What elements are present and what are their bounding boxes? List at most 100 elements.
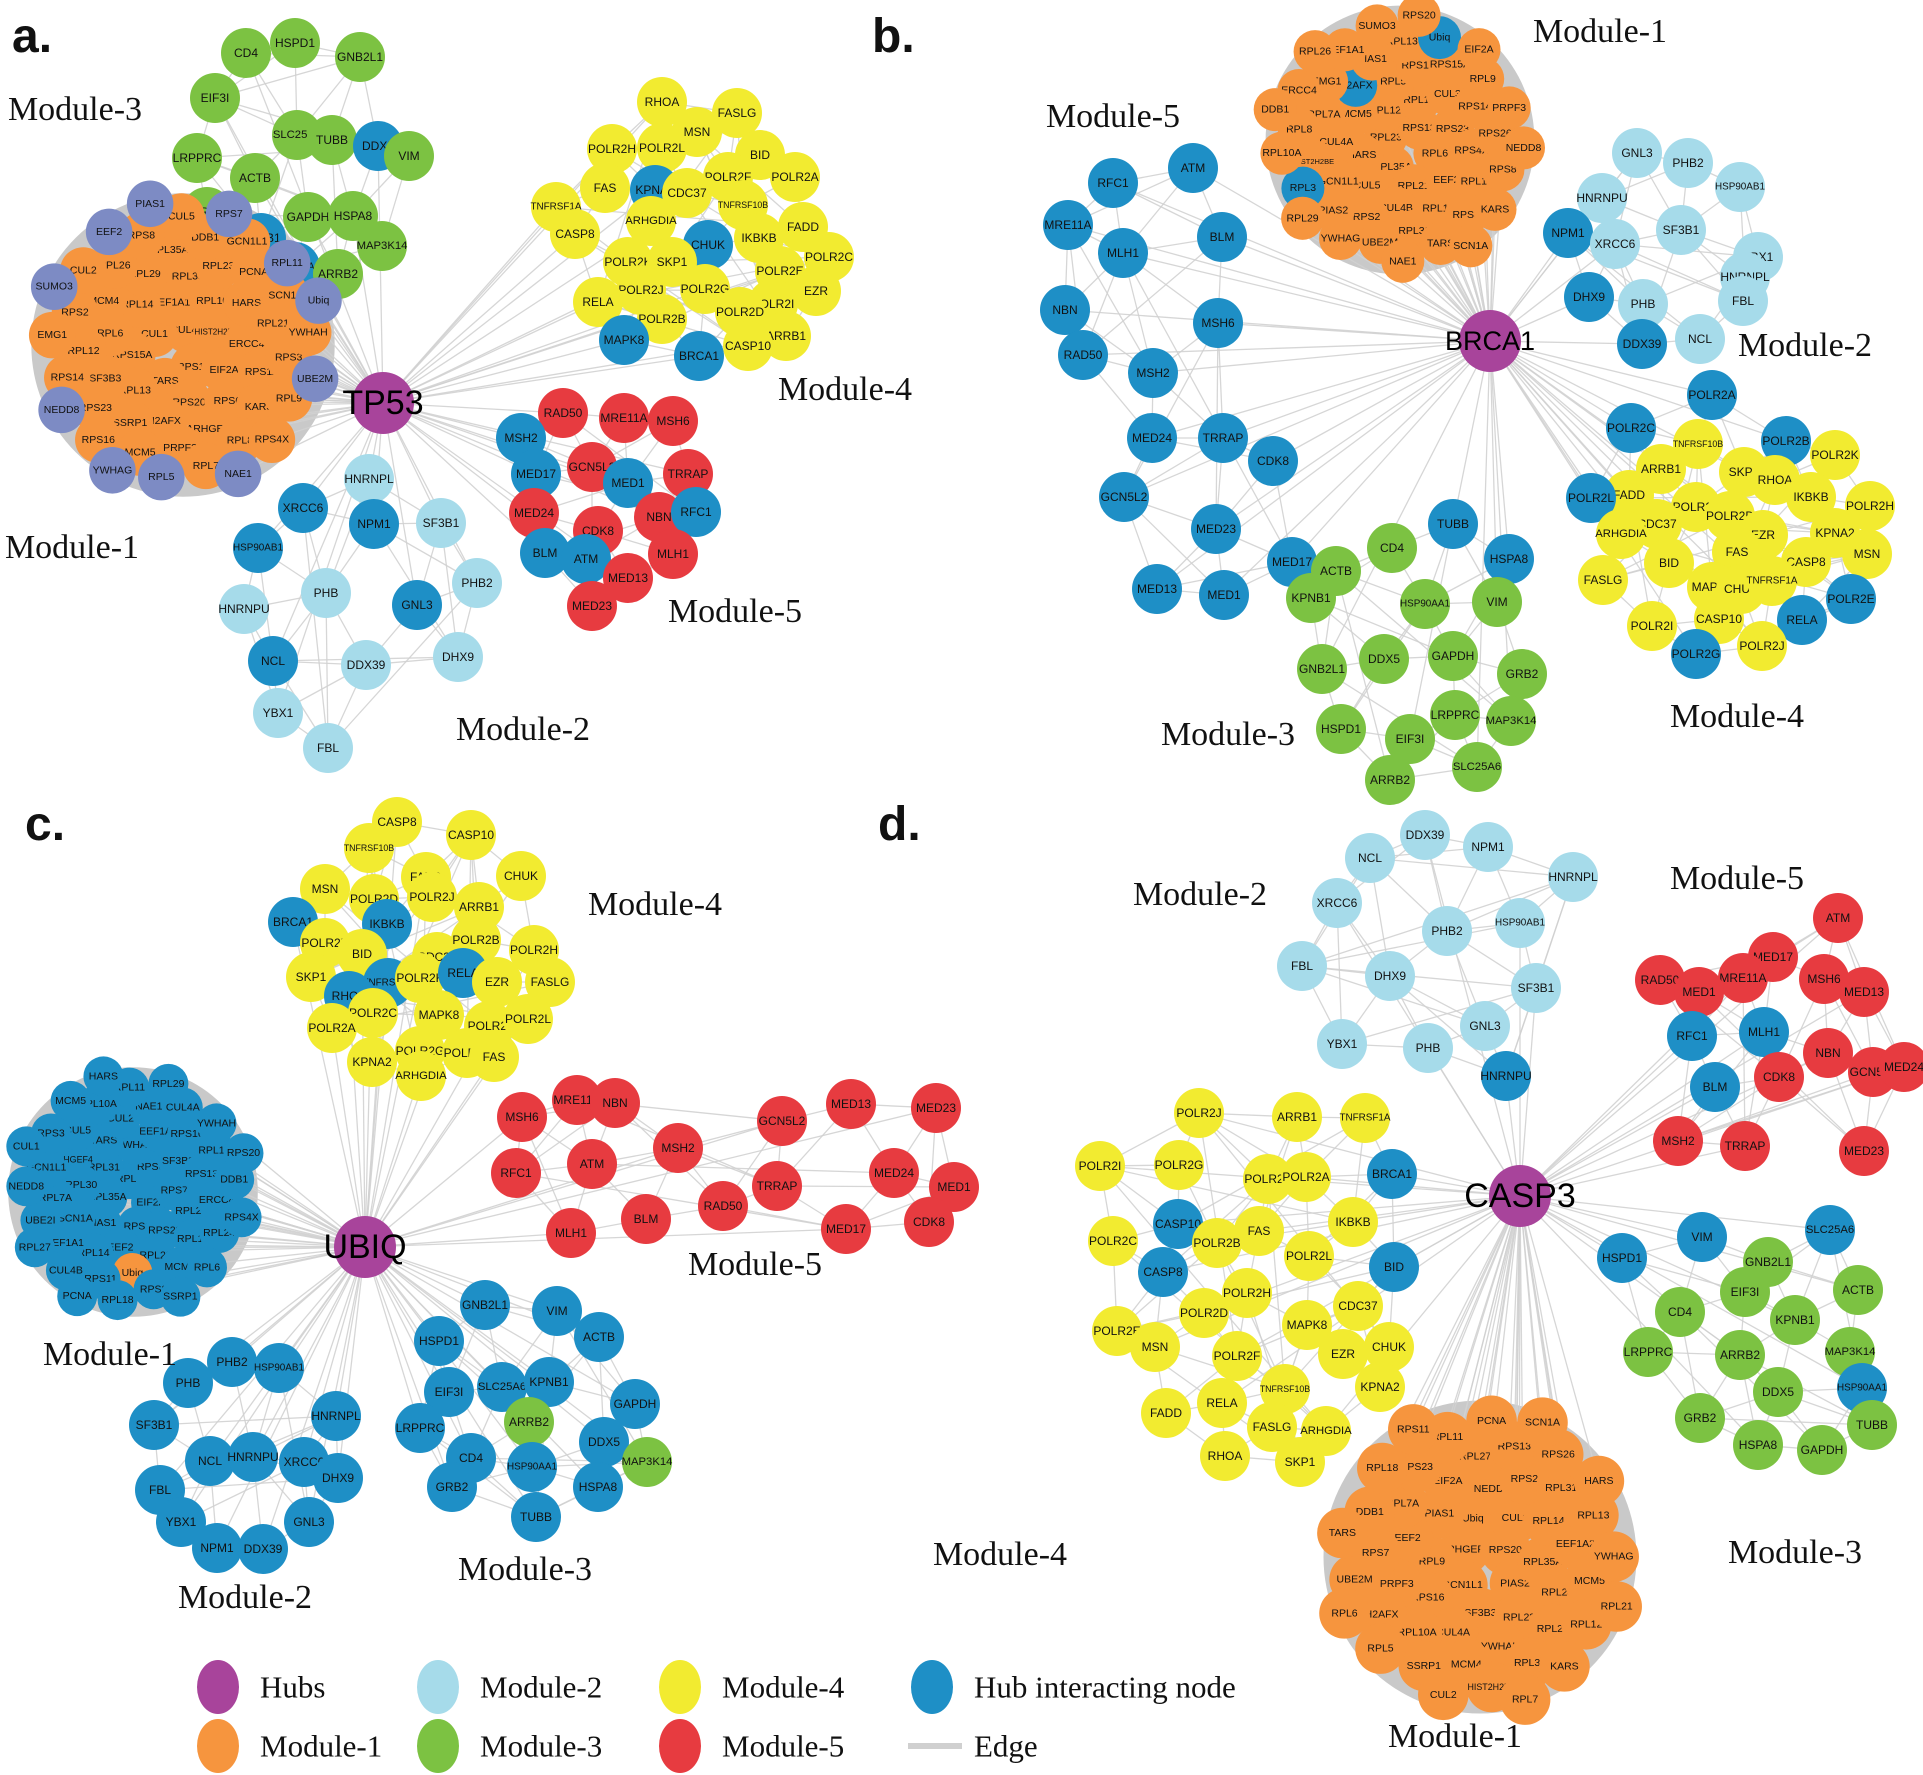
- node-EIF3I[interactable]: EIF3I: [1385, 714, 1435, 764]
- node-FAS[interactable]: FAS: [1712, 527, 1762, 577]
- node-POLR2J[interactable]: POLR2J: [1174, 1088, 1224, 1138]
- node-PCNA[interactable]: PCNA: [57, 1276, 98, 1317]
- node-PIAS1[interactable]: PIAS1: [126, 180, 174, 228]
- node-TUBB[interactable]: TUBB: [1428, 499, 1478, 549]
- node-HSP90AA1[interactable]: HSP90AA1: [507, 1442, 557, 1492]
- node-YWHAG[interactable]: YWHAG: [89, 447, 136, 494]
- node-RPL7[interactable]: RPL7: [1499, 1674, 1551, 1725]
- node-RPL5[interactable]: RPL5: [1355, 1623, 1406, 1674]
- node-PHB[interactable]: PHB: [1618, 279, 1668, 329]
- node-SLC25A6[interactable]: SLC25A6: [1452, 742, 1502, 792]
- node-HSP90AB1[interactable]: HSP90AB1: [254, 1343, 304, 1393]
- node-CDC37[interactable]: CDC37: [662, 168, 712, 218]
- node-GNL3[interactable]: GNL3: [1460, 1001, 1510, 1051]
- node-PHB2[interactable]: PHB2: [207, 1337, 257, 1387]
- node-HNRNPU[interactable]: HNRNPU: [1576, 173, 1628, 223]
- node-ARRB1[interactable]: ARRB1: [761, 311, 811, 361]
- node-CASP10[interactable]: CASP10: [446, 810, 496, 860]
- node-MED23[interactable]: MED23: [1839, 1126, 1889, 1176]
- node-RPS7[interactable]: RPS7: [205, 190, 253, 238]
- node-DHX9[interactable]: DHX9: [1564, 272, 1614, 322]
- node-GNB2L1[interactable]: GNB2L1: [460, 1280, 510, 1330]
- node-EIF2A[interactable]: EIF2A: [1457, 28, 1501, 72]
- node-POLR2H[interactable]: POLR2H: [1222, 1268, 1272, 1318]
- node-GAPDH[interactable]: GAPDH: [1797, 1425, 1847, 1475]
- node-POLR2A[interactable]: POLR2A: [770, 152, 820, 202]
- node-RFC1[interactable]: RFC1: [671, 487, 721, 537]
- node-MRE11A[interactable]: MRE11A: [1718, 953, 1768, 1003]
- node-HNRNPU[interactable]: HNRNPU: [218, 584, 270, 634]
- node-MED13[interactable]: MED13: [1839, 967, 1889, 1017]
- node-RPL5[interactable]: RPL5: [138, 453, 185, 501]
- node-NAE1[interactable]: NAE1: [214, 450, 262, 498]
- node-TRRAP[interactable]: TRRAP: [1720, 1121, 1770, 1171]
- node-MLH1[interactable]: MLH1: [648, 529, 698, 579]
- node-ARHGDIA[interactable]: ARHGDIA: [1595, 509, 1647, 559]
- node-ACTB[interactable]: ACTB: [574, 1312, 624, 1362]
- node-TNFRSF10B[interactable]: TNFRSF10B: [344, 823, 394, 873]
- node-EIF3I[interactable]: EIF3I: [424, 1367, 474, 1417]
- node-MAP3K14[interactable]: MAP3K14: [1486, 696, 1537, 746]
- node-DDX39[interactable]: DDX39: [341, 640, 391, 690]
- node-MED24[interactable]: MED24: [869, 1148, 919, 1198]
- node-MLH1[interactable]: MLH1: [1098, 228, 1148, 278]
- node-ATM[interactable]: ATM: [1813, 893, 1863, 943]
- hub-BRCA1[interactable]: BRCA1: [1445, 310, 1535, 372]
- node-DDX5[interactable]: DDX5: [1753, 1367, 1803, 1417]
- node-TRRAP[interactable]: TRRAP: [663, 449, 713, 499]
- node-POLR2L[interactable]: POLR2L: [637, 123, 687, 173]
- node-PHB2[interactable]: PHB2: [452, 558, 502, 608]
- node-SLC25A6[interactable]: SLC25A6: [477, 1362, 527, 1412]
- node-SKP1[interactable]: SKP1: [1275, 1437, 1325, 1487]
- node-MSH6[interactable]: MSH6: [648, 396, 698, 446]
- node-HNRNPU[interactable]: HNRNPU: [227, 1432, 279, 1482]
- node-SUMO3[interactable]: SUMO3: [30, 263, 78, 310]
- node-CASP10[interactable]: CASP10: [723, 321, 773, 371]
- node-RPL6[interactable]: RPL6: [187, 1247, 227, 1288]
- node-POLR2I[interactable]: POLR2I: [1075, 1141, 1125, 1191]
- node-CD4[interactable]: CD4: [1655, 1287, 1705, 1337]
- node-RPS20[interactable]: RPS20: [223, 1133, 264, 1174]
- node-YWHAG[interactable]: YWHAG: [1588, 1531, 1639, 1582]
- node-SKP1[interactable]: SKP1: [286, 952, 336, 1002]
- node-KARS[interactable]: KARS: [1473, 187, 1517, 231]
- node-CHUK[interactable]: CHUK: [496, 851, 546, 901]
- node-DDX5[interactable]: DDX5: [579, 1417, 629, 1467]
- node-CD4[interactable]: CD4: [221, 28, 271, 78]
- node-GAPDH[interactable]: GAPDH: [1428, 631, 1478, 681]
- node-SF3B1[interactable]: SF3B1: [129, 1400, 179, 1450]
- node-XRCC6[interactable]: XRCC6: [278, 483, 328, 533]
- node-IKBKB[interactable]: IKBKB: [1328, 1197, 1378, 1247]
- node-MLH1[interactable]: MLH1: [546, 1208, 596, 1258]
- node-UBE2M[interactable]: UBE2M: [291, 355, 339, 403]
- node-POLR2L[interactable]: POLR2L: [1284, 1231, 1334, 1281]
- node-NBN[interactable]: NBN: [1040, 285, 1090, 335]
- node-TRRAP[interactable]: TRRAP: [752, 1161, 802, 1211]
- node-CDK8[interactable]: CDK8: [1248, 436, 1298, 486]
- node-HSPD1[interactable]: HSPD1: [1316, 704, 1366, 754]
- node-VIM[interactable]: VIM: [532, 1286, 582, 1336]
- node-EMG1[interactable]: EMG1: [28, 311, 76, 359]
- node-DHX9[interactable]: DHX9: [433, 632, 483, 682]
- node-MED13[interactable]: MED13: [1132, 564, 1182, 614]
- node-RELA[interactable]: RELA: [1777, 595, 1827, 645]
- node-MAPK8[interactable]: MAPK8: [1282, 1300, 1332, 1350]
- node-RHOA[interactable]: RHOA: [1200, 1431, 1250, 1481]
- node-POLR2C[interactable]: POLR2C: [804, 232, 854, 282]
- node-TNFRSF10B[interactable]: TNFRSF10B: [1673, 419, 1723, 469]
- node-FBL[interactable]: FBL: [303, 723, 353, 773]
- node-NCL[interactable]: NCL: [1675, 314, 1725, 364]
- node-POLR2L[interactable]: POLR2L: [503, 994, 553, 1044]
- node-ARHGDIA[interactable]: ARHGDIA: [625, 196, 677, 246]
- node-PHB2[interactable]: PHB2: [1422, 906, 1472, 956]
- node-VIM[interactable]: VIM: [384, 131, 434, 181]
- node-MSN[interactable]: MSN: [300, 864, 350, 914]
- node-YBX1[interactable]: YBX1: [156, 1497, 206, 1547]
- node-RPL27[interactable]: RPL27: [14, 1227, 55, 1268]
- node-NEDD8[interactable]: NEDD8: [38, 386, 85, 434]
- node-RPS20[interactable]: RPS20: [1397, 0, 1441, 37]
- node-HSP90AB1[interactable]: HSP90AB1: [233, 523, 283, 573]
- node-GRB2[interactable]: GRB2: [427, 1462, 477, 1512]
- node-MED13[interactable]: MED13: [603, 553, 653, 603]
- node-IKBKB[interactable]: IKBKB: [1786, 472, 1836, 522]
